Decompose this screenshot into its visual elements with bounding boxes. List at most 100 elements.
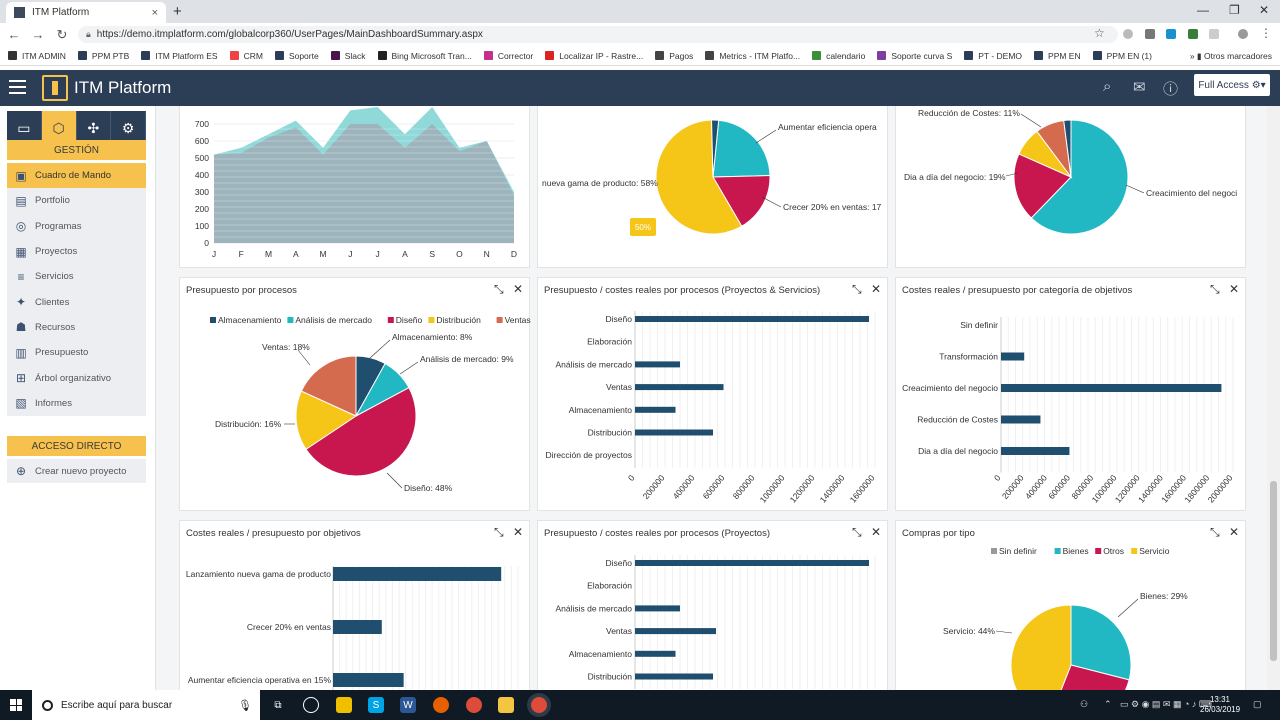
- bookmark-favicon-icon: [1034, 51, 1043, 60]
- window-close-icon[interactable]: ✕: [1259, 3, 1269, 17]
- bookmark-label: PPM PTB: [92, 51, 129, 61]
- sidebar-item-programas[interactable]: ◎ Programas: [7, 214, 146, 239]
- chrome-icon[interactable]: [466, 697, 482, 713]
- bookmark-label: PT - DEMO: [978, 51, 1022, 61]
- reload-icon[interactable]: ↻: [52, 27, 72, 43]
- windows-start-icon[interactable]: [10, 699, 22, 711]
- x-tick-label: M: [320, 249, 327, 259]
- bar-chart-categorias: Sin definirTransformaciónCreacimiento de…: [896, 278, 1247, 512]
- sidebar-item-presupuesto[interactable]: ▥ Presupuesto: [7, 340, 146, 365]
- taskbar-search[interactable]: Escribe aquí para buscar 🎙︎: [32, 690, 260, 720]
- section-gestion: GESTIÓN: [7, 140, 146, 160]
- lock-icon: 🔒︎: [86, 29, 91, 40]
- menu-dots-icon[interactable]: ⋮: [1260, 26, 1272, 36]
- extension-icon[interactable]: [1145, 29, 1155, 39]
- bookmark-item[interactable]: PPM EN (1): [1093, 51, 1152, 61]
- legend-item: Bienes: [1063, 546, 1089, 556]
- chat-icon[interactable]: ✉: [1133, 78, 1146, 96]
- bookmark-item[interactable]: Soporte: [275, 51, 319, 61]
- browser-tab[interactable]: ITM Platform ×: [6, 2, 166, 23]
- clock[interactable]: 13:31 26/03/2019: [1200, 695, 1240, 715]
- sidebar-item-icon: ▣: [13, 169, 29, 183]
- bookmark-label: Bing Microsoft Tran...: [392, 51, 472, 61]
- bookmark-item[interactable]: ITM Platform ES: [141, 51, 217, 61]
- bookmark-item[interactable]: Soporte curva S: [877, 51, 952, 61]
- app-icon[interactable]: [336, 697, 352, 713]
- extension-icon[interactable]: [1123, 29, 1133, 39]
- bookmark-item[interactable]: Metrics - ITM Platfo...: [705, 51, 800, 61]
- sidebar-item-clientes[interactable]: ✦ Clientes: [7, 289, 146, 314]
- bookmark-favicon-icon: [964, 51, 973, 60]
- bookmark-item[interactable]: PPM PTB: [78, 51, 129, 61]
- other-bookmarks[interactable]: » ▮ Otros marcadores: [1190, 51, 1272, 62]
- sidebar-item-portfolio[interactable]: ▤ Portfolio: [7, 188, 146, 213]
- bookmark-star-icon[interactable]: ☆: [1094, 26, 1105, 40]
- new-project-icon: ⊕: [13, 464, 29, 478]
- bookmark-item[interactable]: Slack: [331, 51, 366, 61]
- hamburger-menu-icon[interactable]: [9, 80, 26, 94]
- bookmark-favicon-icon: [484, 51, 493, 60]
- data-label: Crecer 20% en ventas: 17: [783, 202, 882, 212]
- sidebar-item-icon: ⊞: [13, 371, 29, 385]
- extension-icon[interactable]: [1166, 29, 1176, 39]
- notifications-icon[interactable]: ▢: [1253, 699, 1262, 710]
- tab-close-icon[interactable]: ×: [152, 7, 158, 19]
- search-icon[interactable]: ⌕: [1103, 78, 1111, 95]
- bookmarks-bar: ITM ADMIN PPM PTB ITM Platform ES CRM Soport…: [0, 46, 1280, 66]
- sidebar-item-recursos[interactable]: ☗ Recursos: [7, 315, 146, 340]
- sidebar-item-crear-proyecto[interactable]: ⊕ Crear nuevo proyecto: [7, 459, 146, 483]
- x-tick-label: S: [429, 249, 435, 259]
- word-icon[interactable]: W: [400, 697, 416, 713]
- extension-icon[interactable]: [1188, 29, 1198, 39]
- forward-icon[interactable]: →: [28, 27, 48, 42]
- bookmark-item[interactable]: Localizar IP - Rastre...: [545, 51, 643, 61]
- scrollbar-thumb[interactable]: [1270, 481, 1277, 661]
- legend-item: Análisis de mercado: [295, 315, 372, 325]
- task-view-icon[interactable]: ⧉: [270, 697, 286, 713]
- help-icon[interactable]: ⓘ: [1163, 78, 1178, 99]
- data-label: Aumentar eficiencia opera: [778, 122, 877, 132]
- people-icon[interactable]: ⚇: [1080, 699, 1088, 710]
- sidebar-item-informes[interactable]: ▧ Informes: [7, 391, 146, 416]
- bookmark-item[interactable]: PT - DEMO: [964, 51, 1022, 61]
- tray-chevron-icon[interactable]: ⌃: [1104, 699, 1112, 710]
- legend-item: Ventas: [505, 315, 531, 325]
- extension-icon[interactable]: [1209, 29, 1219, 39]
- back-icon[interactable]: ←: [4, 27, 24, 42]
- file-explorer-icon[interactable]: [498, 697, 514, 713]
- app-icon[interactable]: [303, 697, 319, 713]
- x-tick-label: 1600000: [848, 473, 877, 505]
- bookmark-item[interactable]: Corrector: [484, 51, 533, 61]
- profile-icon[interactable]: [1238, 29, 1248, 39]
- address-bar[interactable]: 🔒︎ https://demo.itmplatform.com/globalco…: [78, 26, 1118, 43]
- firefox-icon[interactable]: [433, 697, 449, 713]
- bookmark-item[interactable]: CRM: [230, 51, 263, 61]
- bookmark-favicon-icon: [1093, 51, 1102, 60]
- full-access-button[interactable]: Full Access ⚙▾: [1194, 74, 1270, 96]
- chrome-active-icon[interactable]: [531, 697, 547, 713]
- bookmark-item[interactable]: PPM EN: [1034, 51, 1081, 61]
- data-label: Servicio: 44%: [943, 626, 995, 636]
- bookmark-item[interactable]: calendario: [812, 51, 865, 61]
- bar: [1001, 353, 1024, 361]
- gear-icon: ⚙▾: [1252, 80, 1266, 91]
- bookmark-item[interactable]: ITM ADMIN: [8, 51, 66, 61]
- tray-icons[interactable]: ▭ ⚙ ◉ ▤ ✉ ▦ ◔ ♪ ⌨: [1120, 699, 1212, 710]
- y-tick-label: 500: [195, 153, 209, 163]
- bar: [333, 567, 501, 581]
- category-label: Crecer 20% en ventas: [247, 622, 331, 632]
- sidebar-item-proyectos[interactable]: ▦ Proyectos: [7, 239, 146, 264]
- bookmark-label: ITM Platform ES: [155, 51, 217, 61]
- page-scrollbar[interactable]: [1267, 106, 1280, 690]
- new-tab-button[interactable]: +: [173, 3, 182, 20]
- restore-icon[interactable]: ❐: [1229, 3, 1240, 17]
- category-label: Ventas: [606, 382, 632, 392]
- bookmark-item[interactable]: Bing Microsoft Tran...: [378, 51, 472, 61]
- sidebar-item-servicios[interactable]: ≡ Servicios: [7, 264, 146, 289]
- microphone-icon[interactable]: 🎙︎: [238, 699, 252, 712]
- sidebar-item-árbol-organizativo[interactable]: ⊞ Árbol organizativo: [7, 365, 146, 390]
- bookmark-item[interactable]: Pagos: [655, 51, 693, 61]
- sidebar-item-cuadro-de-mando[interactable]: ▣ Cuadro de Mando: [7, 163, 146, 188]
- minimize-icon[interactable]: —: [1197, 3, 1209, 17]
- skype-icon[interactable]: S: [368, 697, 384, 713]
